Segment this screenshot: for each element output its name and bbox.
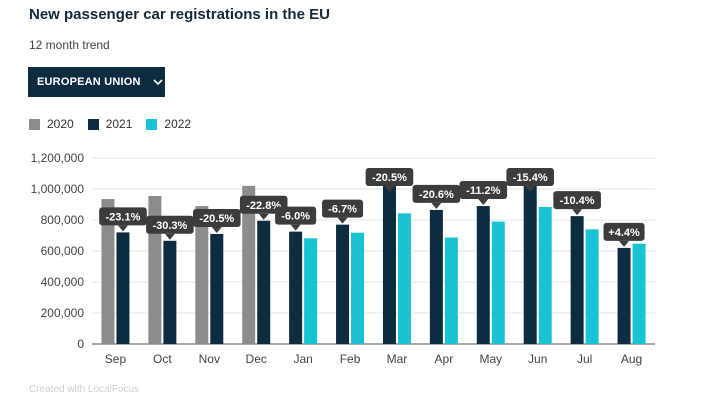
annotation-label: -6.7%	[328, 204, 357, 216]
x-tick-label: Jan	[293, 352, 312, 366]
region-dropdown-label: EUROPEAN UNION	[37, 76, 141, 88]
legend-swatch-2022	[146, 118, 158, 130]
annotation-box	[99, 207, 147, 226]
annotation-label: -30.3%	[152, 220, 187, 232]
bar-2020-sep[interactable]	[101, 199, 115, 344]
legend-label-2022: 2022	[164, 117, 192, 131]
annotation-label: -11.2%	[466, 185, 500, 197]
x-tick-label: Aug	[621, 352, 642, 366]
annotation-box	[412, 184, 461, 203]
bar-2022-apr[interactable]	[444, 237, 458, 344]
legend-item-2022[interactable]: 2022	[146, 117, 191, 131]
annotation-label: -22.8%	[246, 200, 281, 212]
annotation-box	[365, 168, 414, 186]
bar-2021-mar[interactable]	[382, 179, 396, 344]
annotation-pointer	[211, 226, 222, 233]
bar-2021-nov[interactable]	[210, 233, 224, 344]
footer-credit: Created with LocalFocus	[29, 384, 140, 395]
annotation-pointer	[258, 213, 269, 220]
bar-2021-dec[interactable]	[257, 220, 271, 344]
annotation-label: -20.6%	[419, 189, 454, 201]
annotation-box	[192, 208, 241, 227]
x-tick-label: Feb	[340, 352, 361, 366]
annotation-label: -20.5%	[372, 172, 407, 184]
x-tick-label: Jun	[528, 352, 547, 366]
annotation-pointer	[337, 217, 348, 224]
annotation-box	[603, 222, 645, 241]
y-tick-label: 1,200,000	[31, 151, 85, 165]
chevron-down-icon	[153, 78, 163, 86]
x-tick-label: Mar	[387, 352, 408, 366]
annotation-label: -20.5%	[199, 213, 234, 225]
chart-legend: 2020 2021 2022	[29, 117, 205, 131]
x-tick-label: Nov	[199, 352, 220, 366]
annotation-pointer	[431, 202, 442, 209]
x-tick-label: Dec	[246, 352, 267, 366]
bar-2022-jul[interactable]	[585, 229, 599, 344]
legend-swatch-2021	[87, 118, 99, 130]
bar-2021-oct[interactable]	[163, 240, 177, 344]
annotation-label: +4.4%	[608, 227, 640, 239]
annotation-box	[146, 215, 194, 234]
bar-2022-feb[interactable]	[351, 232, 365, 344]
bar-2021-may[interactable]	[476, 206, 490, 344]
chart-title: New passenger car registrations in the E…	[29, 6, 330, 23]
x-tick-label: May	[479, 352, 502, 366]
annotation-label: -10.4%	[560, 195, 595, 207]
legend-swatch-2020	[29, 118, 40, 130]
bar-2020-nov[interactable]	[195, 206, 209, 344]
bar-2022-aug[interactable]	[632, 243, 646, 344]
y-tick-label: 0	[77, 337, 84, 351]
annotation-pointer	[478, 199, 489, 206]
legend-label-2020: 2020	[47, 117, 74, 131]
y-tick-label: 400,000	[41, 275, 85, 289]
bar-2020-dec[interactable]	[242, 185, 256, 344]
annotation-pointer	[164, 233, 175, 240]
bar-2022-jan[interactable]	[304, 238, 318, 344]
chart-subtitle: 12 month trend	[29, 38, 110, 52]
bar-2021-apr[interactable]	[429, 209, 443, 344]
annotation-label: -23.1%	[106, 211, 141, 223]
y-tick-label: 200,000	[41, 306, 85, 320]
legend-label-2021: 2021	[105, 117, 133, 131]
annotation-label: -15.4%	[513, 172, 548, 184]
y-tick-label: 800,000	[41, 213, 85, 227]
annotation-pointer	[572, 209, 583, 216]
x-tick-label: Sep	[105, 352, 127, 366]
annotation-box	[553, 191, 601, 210]
annotation-pointer	[117, 225, 128, 232]
bar-2022-may[interactable]	[491, 221, 505, 344]
legend-item-2021[interactable]: 2021	[87, 117, 133, 131]
annotation-pointer	[290, 224, 301, 231]
bar-2021-sep[interactable]	[116, 232, 130, 344]
bar-2021-aug[interactable]	[617, 247, 631, 344]
region-dropdown[interactable]: EUROPEAN UNION	[28, 67, 165, 97]
bar-2021-jun[interactable]	[523, 182, 537, 344]
bar-2021-feb[interactable]	[336, 224, 350, 344]
x-tick-label: Apr	[435, 352, 454, 366]
annotation-label: -6.0%	[281, 211, 310, 223]
annotation-pointer	[619, 240, 630, 247]
annotation-box	[322, 199, 364, 218]
y-tick-label: 600,000	[41, 244, 85, 258]
x-tick-label: Jul	[577, 352, 592, 366]
bar-2022-jun[interactable]	[538, 206, 552, 344]
bar-2021-jan[interactable]	[289, 231, 303, 344]
annotation-box	[506, 168, 555, 186]
y-tick-label: 1,000,000	[31, 182, 85, 196]
annotation-box	[275, 206, 317, 225]
legend-item-2020[interactable]: 2020	[29, 117, 74, 131]
x-tick-label: Oct	[153, 352, 172, 366]
annotation-pointer	[384, 186, 395, 192]
bar-2021-jul[interactable]	[570, 216, 584, 344]
bar-2022-mar[interactable]	[397, 213, 411, 344]
annotation-pointer	[525, 186, 536, 192]
annotation-box	[459, 181, 508, 200]
